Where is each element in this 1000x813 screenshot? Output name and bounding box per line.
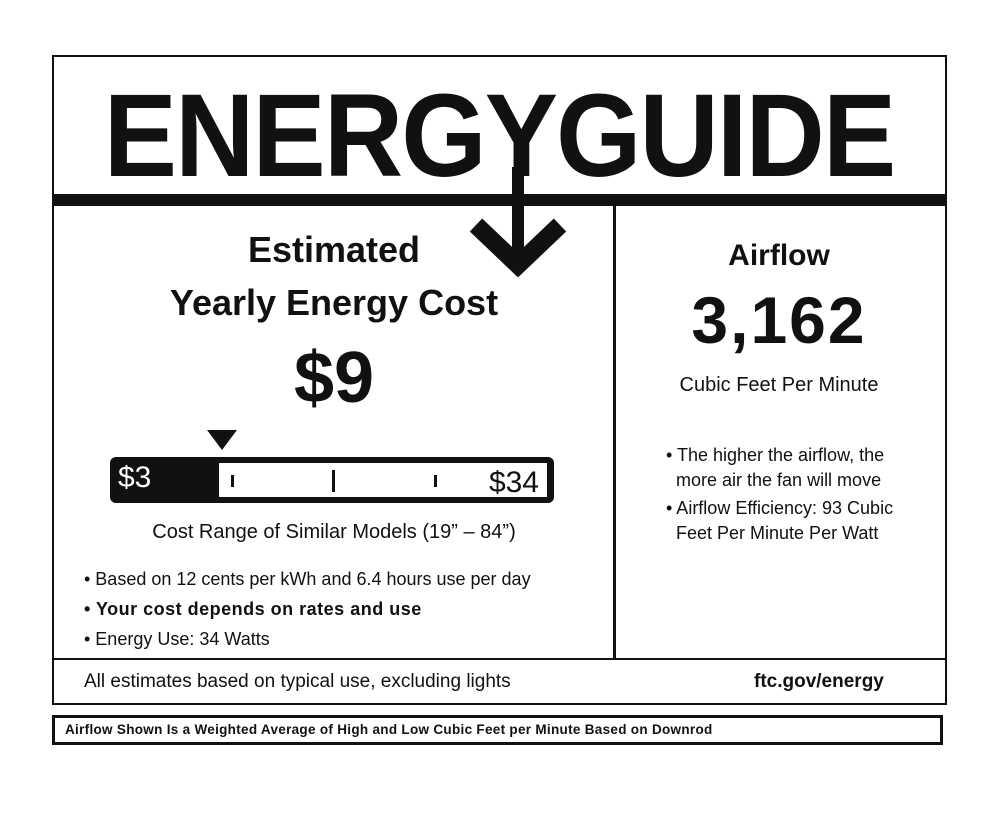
range-high: $34 <box>488 466 539 499</box>
airflow-bullet: • The higher the airflow, the more air t… <box>666 445 885 490</box>
airflow-value: 3,162 <box>691 283 867 357</box>
airflow-bullet: • Airflow Efficiency: 93 Cubic Feet Per … <box>666 498 894 543</box>
title-text: ENERGYGUIDE <box>104 70 896 202</box>
cost-bullet: • Based on 12 cents per kWh and 6.4 hour… <box>84 569 531 589</box>
footer-note: All estimates based on typical use, excl… <box>84 671 511 692</box>
column-divider <box>613 206 616 658</box>
range-tick <box>332 470 335 492</box>
cost-bullet: • Energy Use: 34 Watts <box>84 629 270 649</box>
range-low: $3 <box>118 461 152 494</box>
airflow-heading: Airflow <box>728 239 830 272</box>
down-arrow-icon <box>469 167 567 277</box>
cost-marker-icon <box>207 430 237 450</box>
cost-bullet: • Your cost depends on rates and use <box>84 599 422 619</box>
energyguide-label: ENERGYGUIDE Estimated Yearly Energy Cost… <box>52 55 947 705</box>
cost-heading-2: Yearly Energy Cost <box>169 282 499 323</box>
footer-divider <box>54 658 945 660</box>
disclaimer: Airflow Shown Is a Weighted Average of H… <box>52 715 943 745</box>
range-bar: $34 <box>219 463 547 499</box>
range-caption: Cost Range of Similar Models (19” – 84”) <box>152 521 516 543</box>
title-divider <box>54 194 945 206</box>
cost-value: $9 <box>293 338 375 418</box>
label-title: ENERGYGUIDE <box>54 77 945 195</box>
airflow-unit: Cubic Feet Per Minute <box>679 374 879 396</box>
cost-heading-1: Estimated <box>247 229 421 270</box>
cost-range-scale: $3 $34 <box>110 457 554 503</box>
range-tick <box>231 475 234 487</box>
range-tick <box>434 475 437 487</box>
ftc-link[interactable]: ftc.gov/energy <box>754 671 884 692</box>
